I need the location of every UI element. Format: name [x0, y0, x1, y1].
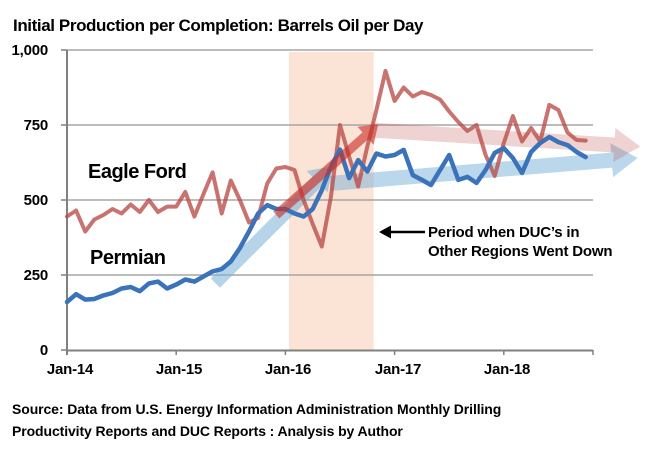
y-tick-label: 250 — [24, 267, 48, 284]
x-tick-label: Jan-17 — [375, 361, 421, 378]
series-line-permian — [64, 134, 588, 305]
x-tick-label: Jan-18 — [484, 361, 530, 378]
y-tick-label: 500 — [24, 192, 48, 209]
x-tick-label: Jan-15 — [156, 361, 202, 378]
series-line-eagle-ford — [65, 69, 588, 249]
source-line-1: Source: Data from U.S. Energy Informatio… — [12, 401, 501, 417]
series-lines — [64, 69, 588, 305]
annotation-left-arrow — [379, 225, 425, 239]
x-axis-labels: Jan-14 Jan-15 Jan-16 Jan-17 Jan-18 — [47, 361, 531, 378]
series-label-eagle-ford: Eagle Ford — [88, 161, 186, 183]
y-tick-label: 1,000 — [11, 42, 48, 59]
source-line-2: Productivity Reports and DUC Reports : A… — [12, 423, 403, 439]
x-tick-label: Jan-16 — [265, 361, 311, 378]
eagleford-trend-flat-arrow — [371, 122, 641, 162]
annotation-arrow — [379, 225, 425, 239]
y-axis-labels: 1,000 750 500 250 0 — [11, 42, 48, 359]
y-tick-label: 0 — [40, 342, 48, 359]
eagleford-trend-up-arrow — [273, 124, 379, 219]
chart-title: Initial Production per Completion: Barre… — [13, 16, 424, 35]
annotation-line-2: Other Regions Went Down — [428, 243, 612, 260]
x-tick-label: Jan-14 — [47, 361, 94, 378]
annotation-line-1: Period when DUC’s in — [428, 224, 579, 241]
y-tick-label: 750 — [24, 117, 48, 134]
series-label-permian: Permian — [90, 247, 165, 269]
permian-trend-flat-arrow — [329, 143, 638, 191]
